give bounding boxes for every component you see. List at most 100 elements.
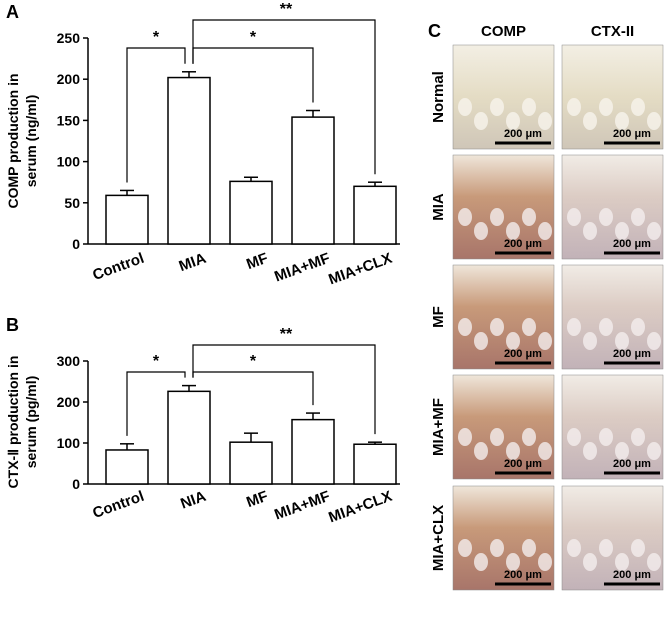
tissue-lacuna xyxy=(599,539,613,557)
y-tick-label: 100 xyxy=(57,154,81,170)
y-tick-label: 150 xyxy=(57,112,81,128)
micrograph xyxy=(452,374,555,480)
y-tick-label: 200 xyxy=(57,394,81,410)
panel-label: B xyxy=(6,315,19,335)
bar xyxy=(167,76,211,245)
x-tick-label: MF xyxy=(244,488,270,511)
significance-label: * xyxy=(153,353,160,370)
tissue-lacuna xyxy=(522,208,536,226)
tissue-lacuna xyxy=(567,98,581,116)
significance-bracket xyxy=(192,371,314,406)
micrograph xyxy=(561,374,664,480)
tissue-lacuna xyxy=(538,222,552,240)
tissue-lacuna xyxy=(631,208,645,226)
panel-label: C xyxy=(428,21,441,41)
micrograph xyxy=(452,44,555,150)
tissue-lacuna xyxy=(474,442,488,460)
tissue-lacuna xyxy=(583,222,597,240)
tissue-lacuna xyxy=(615,442,629,460)
bar xyxy=(167,390,211,485)
x-tick-label: MIA+MF xyxy=(272,250,332,286)
tissue-lacuna xyxy=(490,428,504,446)
x-tick-label: MIA+MF xyxy=(272,488,332,524)
x-tick-label: MF xyxy=(244,250,270,273)
y-axis-label: CTX-Ⅱ production in serum (pg/ml) xyxy=(5,356,39,489)
bar xyxy=(353,443,397,485)
micrograph xyxy=(561,44,664,150)
tissue-lacuna xyxy=(538,553,552,571)
tissue-lacuna xyxy=(567,318,581,336)
row-label: Normal xyxy=(430,71,447,123)
x-tick-label: Control xyxy=(90,488,146,522)
y-tick-label: 200 xyxy=(57,71,81,87)
tissue-lacuna xyxy=(458,428,472,446)
tissue-lacuna xyxy=(647,442,661,460)
tissue-lacuna xyxy=(506,442,520,460)
scale-bar-label: 200 μm xyxy=(613,458,651,470)
column-header: COMP xyxy=(481,23,526,40)
tissue-lacuna xyxy=(490,318,504,336)
micrograph xyxy=(452,485,555,591)
y-tick-label: 50 xyxy=(64,195,80,211)
tissue-lacuna xyxy=(474,112,488,130)
scale-bar-label: 200 μm xyxy=(613,348,651,360)
bar xyxy=(291,116,335,245)
tissue-lacuna xyxy=(522,318,536,336)
tissue-lacuna xyxy=(538,442,552,460)
tissue-lacuna xyxy=(583,112,597,130)
scale-bar-label: 200 μm xyxy=(504,569,542,581)
tissue-lacuna xyxy=(599,428,613,446)
tissue-lacuna xyxy=(599,98,613,116)
tissue-lacuna xyxy=(615,112,629,130)
tissue-lacuna xyxy=(538,332,552,350)
column-header: CTX-II xyxy=(591,23,634,40)
scale-bar-label: 200 μm xyxy=(504,238,542,250)
tissue-lacuna xyxy=(647,222,661,240)
bar xyxy=(291,418,335,485)
bar xyxy=(353,185,397,245)
bar xyxy=(105,449,149,485)
tissue-lacuna xyxy=(538,112,552,130)
tissue-lacuna xyxy=(599,318,613,336)
tissue-lacuna xyxy=(490,539,504,557)
tissue-lacuna xyxy=(567,208,581,226)
significance-label: * xyxy=(250,29,257,46)
x-tick-label: MIA+CLX xyxy=(326,488,394,527)
y-tick-label: 0 xyxy=(72,236,80,252)
y-axis-label-line: CTX-Ⅱ production in xyxy=(5,356,21,489)
tissue-lacuna xyxy=(647,332,661,350)
tissue-lacuna xyxy=(490,98,504,116)
scale-bar-label: 200 μm xyxy=(613,238,651,250)
y-axis-label-line: serum (pg/ml) xyxy=(23,376,39,469)
y-tick-label: 300 xyxy=(57,353,81,369)
tissue-lacuna xyxy=(631,428,645,446)
significance-bracket xyxy=(126,371,186,436)
tissue-lacuna xyxy=(522,98,536,116)
bar xyxy=(229,441,273,485)
tissue-lacuna xyxy=(567,428,581,446)
tissue-lacuna xyxy=(506,112,520,130)
y-axis-label-line: COMP production in xyxy=(5,73,21,208)
y-tick-label: 250 xyxy=(57,30,81,46)
tissue-lacuna xyxy=(647,553,661,571)
significance-bracket xyxy=(192,19,376,175)
y-axis-label: COMP production in serum (ng/ml) xyxy=(5,73,39,208)
scale-bar-label: 200 μm xyxy=(613,569,651,581)
scale-bar-label: 200 μm xyxy=(504,348,542,360)
micrograph xyxy=(452,154,555,260)
tissue-lacuna xyxy=(458,539,472,557)
row-label: MF xyxy=(430,306,447,328)
bar xyxy=(105,194,149,245)
y-tick-label: 0 xyxy=(72,476,80,492)
tissue-lacuna xyxy=(615,553,629,571)
scale-bar-label: 200 μm xyxy=(613,128,651,140)
x-tick-label: NIA xyxy=(178,488,208,513)
tissue-lacuna xyxy=(506,222,520,240)
x-tick-label: Control xyxy=(90,250,146,284)
tissue-lacuna xyxy=(583,553,597,571)
tissue-lacuna xyxy=(631,98,645,116)
panel-label: A xyxy=(6,2,19,22)
tissue-lacuna xyxy=(647,112,661,130)
tissue-lacuna xyxy=(615,222,629,240)
